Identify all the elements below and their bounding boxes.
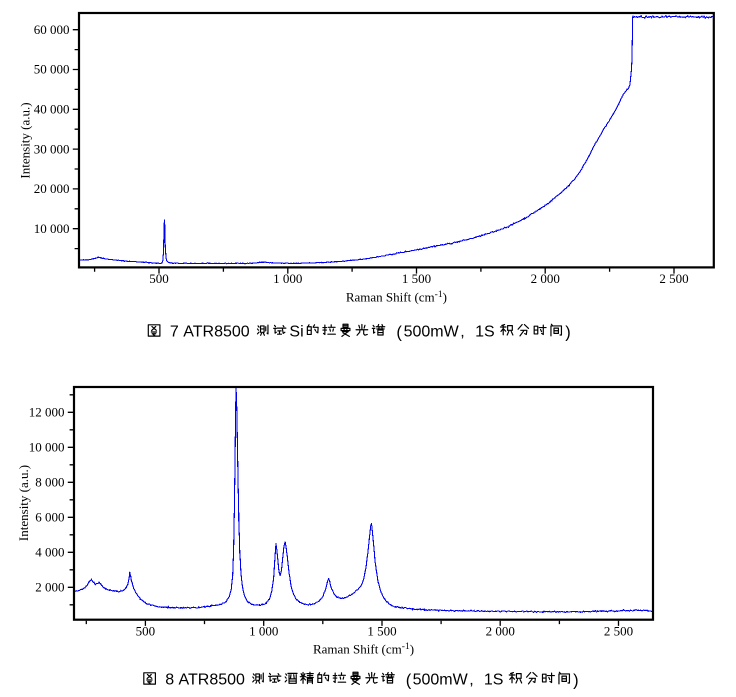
svg-text:20 000: 20 000 — [34, 181, 70, 196]
svg-text:6 000: 6 000 — [35, 510, 64, 525]
svg-text:60 000: 60 000 — [34, 22, 70, 37]
svg-text:2 000: 2 000 — [35, 580, 64, 595]
svg-text:30 000: 30 000 — [34, 141, 70, 156]
svg-text:500mW: 500mW — [404, 324, 460, 341]
svg-text:1S: 1S — [475, 324, 495, 341]
svg-text:4 000: 4 000 — [35, 545, 64, 560]
svg-text:1 000: 1 000 — [273, 271, 302, 286]
svg-text:Intensity (a.u.): Intensity (a.u.) — [18, 102, 33, 178]
svg-text:1 000: 1 000 — [249, 624, 278, 639]
svg-text:1 500: 1 500 — [402, 271, 431, 286]
svg-text:Raman Shift (cm-1): Raman Shift (cm-1) — [313, 642, 414, 657]
svg-text:500: 500 — [136, 624, 156, 639]
svg-text:12 000: 12 000 — [29, 405, 65, 420]
svg-text:,: , — [469, 672, 473, 689]
svg-text:): ) — [573, 672, 579, 690]
svg-text:8: 8 — [165, 672, 174, 689]
svg-text:ATR8500: ATR8500 — [183, 324, 250, 341]
svg-text:): ) — [565, 324, 571, 342]
svg-text:40 000: 40 000 — [34, 102, 70, 117]
svg-text:,: , — [460, 324, 464, 341]
svg-text:(: ( — [406, 672, 412, 690]
svg-text:Si: Si — [289, 324, 303, 341]
svg-text:50 000: 50 000 — [34, 62, 70, 77]
svg-text:Intensity (a.u.): Intensity (a.u.) — [16, 465, 31, 541]
svg-text:1S: 1S — [484, 672, 504, 689]
svg-text:1 500: 1 500 — [367, 624, 396, 639]
svg-text:7: 7 — [170, 324, 179, 341]
svg-text:10 000: 10 000 — [29, 440, 65, 455]
svg-text:2 500: 2 500 — [659, 271, 688, 286]
svg-text:ATR8500: ATR8500 — [179, 672, 246, 689]
svg-text:2 000: 2 000 — [531, 271, 560, 286]
svg-text:500mW: 500mW — [413, 672, 469, 689]
svg-text:500: 500 — [149, 271, 169, 286]
svg-text:(: ( — [396, 324, 402, 342]
svg-text:10 000: 10 000 — [34, 221, 70, 236]
svg-text:8 000: 8 000 — [35, 475, 64, 490]
svg-text:2 500: 2 500 — [604, 624, 633, 639]
svg-text:Raman Shift (cm-1): Raman Shift (cm-1) — [346, 290, 447, 305]
svg-text:2 000: 2 000 — [486, 624, 515, 639]
